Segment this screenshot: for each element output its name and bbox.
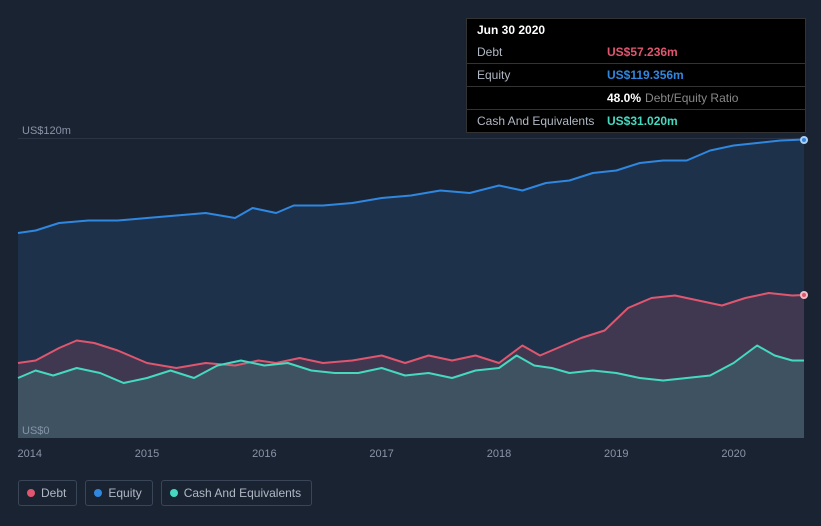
x-axis-label: 2020: [721, 448, 745, 460]
legend-dot-icon: [170, 489, 178, 497]
legend-label: Equity: [108, 486, 141, 500]
x-axis-label: 2017: [369, 448, 393, 460]
tooltip-row-label: Debt: [477, 45, 607, 59]
x-axis-label: 2019: [604, 448, 628, 460]
tooltip-row-value: US$31.020m: [607, 114, 678, 128]
tooltip-row: 48.0% Debt/Equity Ratio: [467, 86, 805, 109]
x-axis-labels: 2014 2015 2016 2017 2018 2019 2020: [0, 448, 821, 464]
tooltip-row-value: US$57.236m: [607, 45, 678, 59]
tooltip-row-suffix: Debt/Equity Ratio: [645, 91, 738, 105]
end-marker-equity: [800, 136, 808, 144]
chart-legend: Debt Equity Cash And Equivalents: [18, 480, 312, 506]
legend-item-cash[interactable]: Cash And Equivalents: [161, 480, 312, 506]
tooltip-row: Cash And EquivalentsUS$31.020m: [467, 109, 805, 132]
tooltip-row-value: 48.0%: [607, 91, 641, 105]
end-marker-debt: [800, 291, 808, 299]
legend-label: Debt: [41, 486, 66, 500]
tooltip-row-value: US$119.356m: [607, 68, 684, 82]
x-axis-label: 2016: [252, 448, 276, 460]
tooltip-row: EquityUS$119.356m: [467, 63, 805, 86]
tooltip-row-label: Equity: [477, 68, 607, 82]
x-axis-label: 2018: [487, 448, 511, 460]
tooltip-row-label: Cash And Equivalents: [477, 114, 607, 128]
tooltip-date: Jun 30 2020: [477, 23, 545, 37]
tooltip-row: DebtUS$57.236m: [467, 41, 805, 63]
legend-item-debt[interactable]: Debt: [18, 480, 77, 506]
tooltip-row-label: [477, 91, 607, 105]
legend-item-equity[interactable]: Equity: [85, 480, 152, 506]
legend-label: Cash And Equivalents: [184, 486, 301, 500]
data-tooltip: Jun 30 2020 DebtUS$57.236mEquityUS$119.3…: [466, 18, 806, 133]
chart-plot[interactable]: [18, 138, 804, 438]
legend-dot-icon: [27, 489, 35, 497]
x-axis-label: 2014: [17, 448, 41, 460]
legend-dot-icon: [94, 489, 102, 497]
chart-container: US$120mUS$0 2014201520162017201820192020…: [0, 0, 821, 526]
x-axis-label: 2015: [135, 448, 159, 460]
y-axis-label: US$120m: [22, 125, 71, 137]
